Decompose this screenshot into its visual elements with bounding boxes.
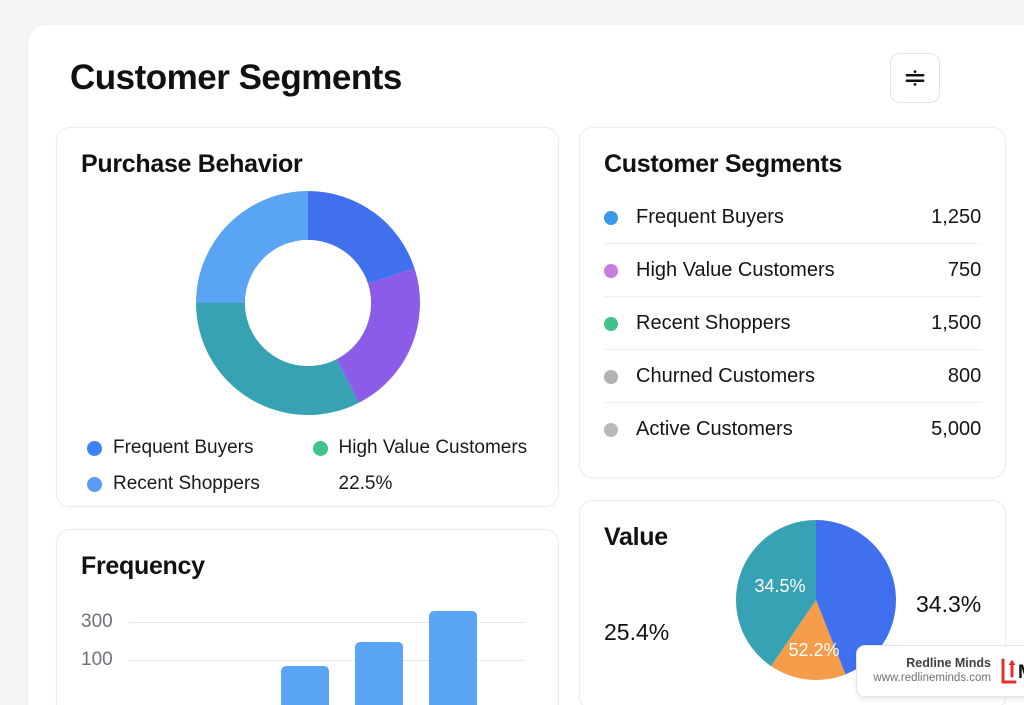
value-pie-chart: 34.5% 52.2% <box>736 520 896 680</box>
purchase-behavior-card: Purchase Behavior Frequent Buyers <box>56 127 559 507</box>
legend-extra-value-item: 22.5% <box>313 473 529 495</box>
watermark-url: www.redlineminds.com <box>873 672 991 684</box>
frequency-plot: 300 100 <box>81 589 534 705</box>
purchase-behavior-donut-wrap <box>81 185 534 421</box>
segment-dot-icon <box>604 369 618 384</box>
table-row[interactable]: Frequent Buyers 1,250 <box>604 191 982 244</box>
legend-item[interactable]: Frequent Buyers <box>87 437 303 459</box>
table-row[interactable]: Active Customers 5,000 <box>604 403 981 455</box>
legend-extra-value: 22.5% <box>338 473 393 494</box>
segment-label: Active Customers <box>636 418 793 440</box>
pie-label-orange: 52.2% <box>788 640 839 660</box>
legend-label: Recent Shoppers <box>113 473 260 494</box>
pie-label-teal: 34.5% <box>754 576 805 596</box>
app-root: Customer Segments Purchase Behavior <box>28 25 1024 705</box>
frequency-bars <box>281 599 477 705</box>
pie-slice[interactable] <box>736 520 816 667</box>
watermark-text: Redline Minds www.redlineminds.com <box>869 656 999 686</box>
gridline-300 <box>129 622 524 623</box>
tune-sliders-icon <box>905 70 925 86</box>
purchase-behavior-legend: Frequent Buyers High Value Customers Rec… <box>81 437 534 495</box>
segment-value: 800 <box>947 365 982 387</box>
legend-dot-icon <box>87 476 102 492</box>
segment-dot-icon <box>604 422 618 437</box>
segment-label: Recent Shoppers <box>636 312 791 334</box>
segment-value: 5,000 <box>931 418 982 440</box>
legend-label: Frequent Buyers <box>113 437 254 458</box>
table-row[interactable]: Churned Customers 800 <box>604 350 982 403</box>
legend-label: High Value Customers <box>338 437 528 458</box>
frequency-card: Frequency 300 100 <box>56 529 559 705</box>
value-right-percent: 34.3% <box>916 590 982 617</box>
pie-slice[interactable] <box>307 191 415 284</box>
tune-settings-button[interactable] <box>890 53 940 103</box>
watermark-badge: Redline Minds www.redlineminds.com M <box>856 645 1024 697</box>
table-row[interactable]: Recent Shoppers 1,500 <box>604 297 982 350</box>
bar-3[interactable] <box>429 611 477 705</box>
segment-label: Churned Customers <box>636 365 815 387</box>
right-column: Customer Segments Frequent Buyers 1,250 … <box>579 127 1007 705</box>
purchase-behavior-title: Purchase Behavior <box>81 150 303 178</box>
segment-value: 1,250 <box>931 206 982 228</box>
legend-dot-icon <box>87 440 102 456</box>
segment-value: 1,500 <box>931 312 982 334</box>
watermark-name: Redline Minds <box>906 656 991 670</box>
svg-text:M: M <box>1018 662 1024 683</box>
legend-dot-icon <box>312 440 328 456</box>
pie-slice[interactable] <box>195 191 308 303</box>
left-column: Purchase Behavior Frequent Buyers <box>56 127 559 705</box>
legend-item[interactable]: High Value Customers <box>312 437 529 459</box>
table-row[interactable]: High Value Customers 750 <box>604 244 982 297</box>
value-left-col: 25.4% <box>604 555 724 646</box>
segment-label: Frequent Buyers <box>636 206 784 228</box>
segment-value: 750 <box>947 259 982 281</box>
customer-segments-list: Frequent Buyers 1,250 High Value Custome… <box>604 191 982 455</box>
segment-dot-icon <box>604 316 618 331</box>
bar-1[interactable] <box>281 666 329 705</box>
pie-slice[interactable] <box>195 303 359 415</box>
segment-dot-icon <box>604 263 618 278</box>
y-tick-300: 300 <box>81 611 113 632</box>
page-header: Customer Segments <box>28 25 1024 103</box>
purchase-behavior-donut-chart <box>195 191 420 415</box>
dashboard-grid: Purchase Behavior Frequent Buyers <box>28 103 1024 705</box>
customer-segments-title: Customer Segments <box>604 150 843 178</box>
customer-segments-card: Customer Segments Frequent Buyers 1,250 … <box>579 127 1007 478</box>
y-tick-100: 100 <box>81 649 113 670</box>
rm-arrow-logo-icon: M <box>1001 658 1024 684</box>
legend-item[interactable]: Recent Shoppers <box>87 473 303 495</box>
segment-dot-icon <box>604 210 618 225</box>
segment-label: High Value Customers <box>636 259 835 281</box>
gridline-100 <box>129 660 524 661</box>
value-title: Value <box>604 523 668 551</box>
pie-slice[interactable] <box>336 268 420 403</box>
bar-2[interactable] <box>355 642 403 705</box>
pie-slice[interactable] <box>816 520 896 675</box>
value-card-body: 25.4% 34.5% 52.2% 34.3% <box>604 514 981 686</box>
value-left-percent: 25.4% <box>604 618 670 645</box>
frequency-title: Frequency <box>81 552 205 580</box>
page-title: Customer Segments <box>70 58 402 97</box>
pie-slice[interactable] <box>771 600 846 680</box>
